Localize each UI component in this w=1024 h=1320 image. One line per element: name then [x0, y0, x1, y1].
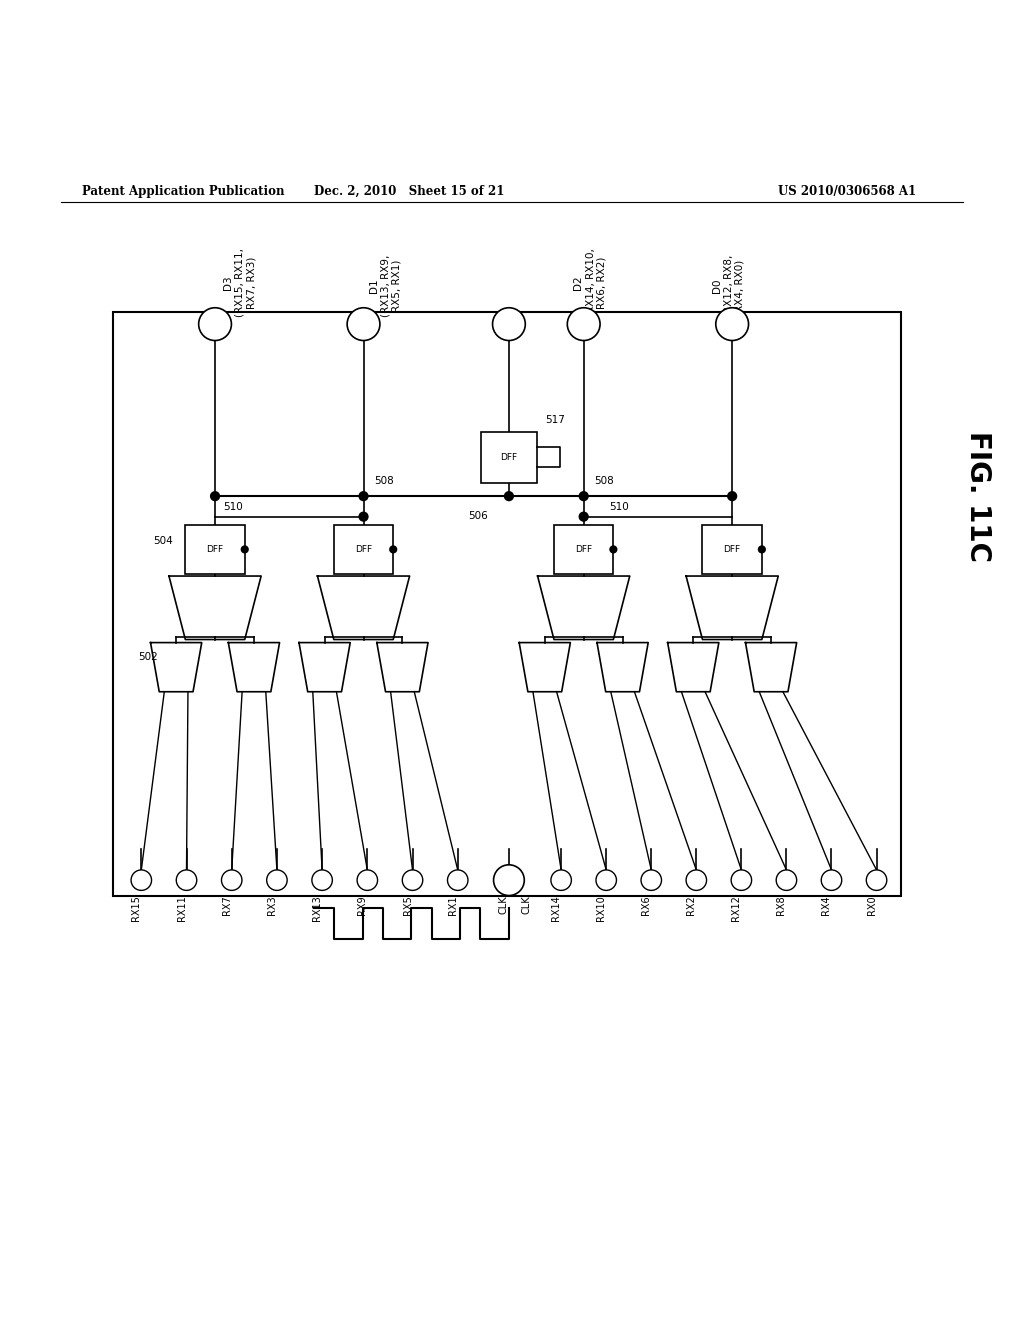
Text: RX3: RX3: [267, 895, 276, 915]
Text: RX4: RX4: [821, 895, 831, 915]
Text: 504: 504: [154, 536, 173, 546]
Text: RX15: RX15: [131, 895, 141, 921]
Circle shape: [347, 308, 380, 341]
Circle shape: [686, 870, 707, 891]
Text: D2
(RX14, RX10,
RX6, RX2): D2 (RX14, RX10, RX6, RX2): [573, 248, 606, 317]
Text: DFF: DFF: [575, 545, 592, 554]
Text: RX11: RX11: [176, 895, 186, 921]
Text: Patent Application Publication: Patent Application Publication: [82, 185, 285, 198]
Circle shape: [596, 870, 616, 891]
Circle shape: [447, 870, 468, 891]
Text: RX2: RX2: [686, 895, 696, 915]
Text: RX6: RX6: [641, 895, 651, 915]
Circle shape: [241, 545, 249, 553]
Text: RX7: RX7: [222, 895, 231, 915]
Circle shape: [579, 491, 589, 502]
Text: 508: 508: [374, 477, 393, 486]
Text: 509: 509: [573, 529, 593, 539]
Circle shape: [776, 870, 797, 891]
Circle shape: [402, 870, 423, 891]
Circle shape: [504, 491, 514, 502]
Circle shape: [641, 870, 662, 891]
Text: RX13: RX13: [312, 895, 323, 921]
Circle shape: [716, 308, 749, 341]
Text: CLK: CLK: [521, 895, 531, 915]
Bar: [481, 432, 537, 483]
Circle shape: [567, 308, 600, 341]
Text: RX5: RX5: [402, 895, 413, 915]
Circle shape: [551, 870, 571, 891]
Text: RX10: RX10: [596, 895, 606, 921]
Text: RX9: RX9: [357, 895, 368, 915]
Circle shape: [221, 870, 242, 891]
Circle shape: [821, 870, 842, 891]
Text: CLK: CLK: [499, 895, 509, 915]
Text: RX1: RX1: [447, 895, 458, 915]
Text: 509: 509: [184, 529, 204, 539]
Circle shape: [312, 870, 333, 891]
Circle shape: [389, 545, 397, 553]
Circle shape: [358, 491, 369, 502]
Text: RX8: RX8: [776, 895, 786, 915]
Text: D0
(RX12, RX8,
RX4, RX0): D0 (RX12, RX8, RX4, RX0): [712, 255, 744, 317]
Bar: [185, 525, 245, 574]
Circle shape: [866, 870, 887, 891]
Circle shape: [758, 545, 766, 553]
Circle shape: [357, 870, 378, 891]
Circle shape: [358, 512, 369, 521]
Text: D3
(RX15, RX11,
RX7, RX3): D3 (RX15, RX11, RX7, RX3): [223, 248, 256, 317]
Circle shape: [266, 870, 287, 891]
Text: Dec. 2, 2010   Sheet 15 of 21: Dec. 2, 2010 Sheet 15 of 21: [314, 185, 505, 198]
Bar: [554, 525, 613, 574]
Text: RX0: RX0: [866, 895, 877, 915]
Bar: [113, 312, 901, 895]
Text: 510: 510: [609, 503, 629, 512]
Circle shape: [199, 308, 231, 341]
Text: 509: 509: [353, 529, 373, 539]
Text: FIG. 11C: FIG. 11C: [964, 430, 992, 562]
Text: DFF: DFF: [355, 545, 372, 554]
Bar: [702, 525, 762, 574]
Circle shape: [494, 865, 524, 895]
Text: 506: 506: [468, 511, 487, 520]
Text: DFF: DFF: [724, 545, 740, 554]
Text: 510: 510: [223, 503, 243, 512]
Bar: [334, 525, 393, 574]
Circle shape: [579, 512, 589, 521]
Circle shape: [493, 308, 525, 341]
Circle shape: [609, 545, 617, 553]
Text: US 2010/0306568 A1: US 2010/0306568 A1: [778, 185, 916, 198]
Text: RX14: RX14: [551, 895, 561, 921]
Text: 517: 517: [545, 416, 565, 425]
Text: RX12: RX12: [731, 895, 741, 921]
Text: D1
(RX13, RX9,
RX5, RX1): D1 (RX13, RX9, RX5, RX1): [369, 255, 401, 317]
Text: 508: 508: [594, 477, 613, 486]
Text: DFF: DFF: [207, 545, 223, 554]
Circle shape: [727, 491, 737, 502]
Circle shape: [176, 870, 197, 891]
Circle shape: [731, 870, 752, 891]
Text: 502: 502: [138, 652, 158, 663]
Text: 509: 509: [722, 529, 741, 539]
Circle shape: [131, 870, 152, 891]
Text: DFF: DFF: [501, 453, 517, 462]
Circle shape: [210, 491, 220, 502]
